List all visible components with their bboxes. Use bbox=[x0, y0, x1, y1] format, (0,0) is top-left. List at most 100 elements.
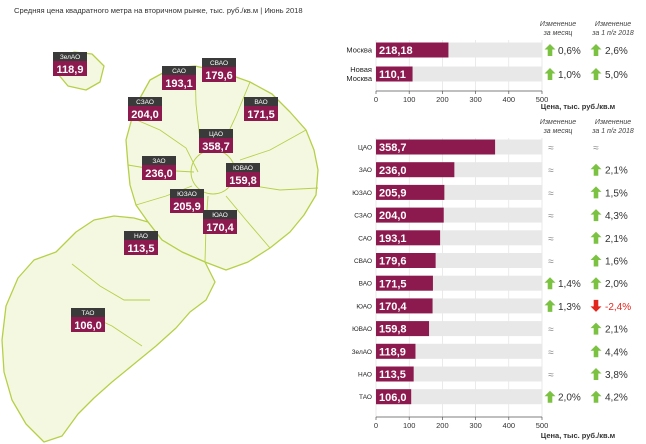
year-change-arrow-icon bbox=[590, 186, 602, 199]
x-tick-label: 0 bbox=[374, 95, 378, 104]
category-label: ЮВАО bbox=[352, 326, 372, 333]
district-name-box bbox=[199, 129, 233, 138]
district-value-box bbox=[124, 240, 158, 255]
col-year-line1: Изменение bbox=[595, 119, 631, 126]
x-tick-label: 100 bbox=[403, 421, 416, 430]
district-name: СВАО bbox=[210, 60, 228, 67]
district-label-yuvao: ЮВАО 159,8 bbox=[226, 163, 260, 187]
bar bbox=[376, 389, 412, 405]
district-value-box bbox=[142, 165, 176, 180]
district-label-svao: СВАО 179,6 bbox=[202, 58, 236, 82]
bar-value-label: 358,7 bbox=[379, 142, 407, 154]
district-value: 204,0 bbox=[131, 109, 159, 121]
col-month-line1: Изменение bbox=[540, 21, 576, 28]
district-value: 193,1 bbox=[165, 78, 193, 90]
district-label-zao: ЗАО 236,0 bbox=[142, 156, 176, 180]
year-change-flat: ≈ bbox=[593, 143, 599, 154]
x-axis: 0 100 200 300 400 500 bbox=[374, 416, 548, 430]
bar-row-svao: СВАО 179,6 ≈1,6% bbox=[354, 253, 628, 268]
chart-title: Средняя цена квадратного метра на вторич… bbox=[14, 6, 303, 15]
district-label-szao: СЗАО 204,0 bbox=[128, 97, 162, 121]
header-month: Изменение за месяц bbox=[540, 21, 576, 37]
year-change-arrow-icon bbox=[590, 299, 602, 312]
year-change-value: 1,5% bbox=[605, 188, 628, 199]
col-year-line1: Изменение bbox=[595, 21, 631, 28]
year-change-arrow-icon bbox=[590, 231, 602, 244]
district-label-nao: НАО 113,5 bbox=[124, 231, 158, 255]
year-change-arrow-icon bbox=[590, 390, 602, 403]
month-change-arrow-icon bbox=[544, 390, 556, 403]
district-value-box bbox=[128, 106, 162, 121]
month-change-flat: ≈ bbox=[548, 143, 554, 154]
category-label: СВАО bbox=[354, 258, 372, 265]
bar-value-label: 171,5 bbox=[379, 278, 407, 290]
district-name-box bbox=[170, 189, 204, 198]
category-label: ЮАО bbox=[356, 303, 372, 310]
bar bbox=[376, 42, 449, 58]
district-name: НАО bbox=[134, 233, 148, 240]
district-value-box bbox=[162, 75, 196, 90]
x-axis-label: Цена, тыс. руб./кв.м bbox=[541, 431, 616, 440]
bar bbox=[376, 366, 414, 382]
month-change-flat: ≈ bbox=[548, 188, 554, 199]
district-name: ЗАО bbox=[152, 158, 165, 165]
bar-value-label: 193,1 bbox=[379, 233, 407, 245]
district-value-box bbox=[244, 106, 278, 121]
bar-row-yuzao: ЮЗАО 205,9 ≈1,5% bbox=[352, 184, 628, 200]
month-change-value: 1,0% bbox=[558, 70, 581, 81]
month-change-arrow-icon bbox=[544, 44, 556, 56]
year-change-arrow-icon bbox=[590, 68, 602, 80]
district-name-box bbox=[128, 97, 162, 106]
district-value: 113,5 bbox=[128, 243, 155, 255]
bar-track bbox=[376, 366, 542, 382]
district-label-tsao: ЦАО 358,7 bbox=[199, 129, 233, 153]
col-month-line2: за месяц bbox=[543, 30, 573, 37]
bar-row-sao: САО 193,1 ≈2,1% bbox=[358, 230, 628, 246]
x-axis: 0 100 200 300 400 500 bbox=[374, 90, 548, 104]
district-value-box bbox=[53, 61, 87, 76]
x-tick-label: 400 bbox=[503, 421, 516, 430]
category-label: ЦАО bbox=[358, 145, 372, 152]
bar-row-nao: НАО 113,5 ≈3,8% bbox=[358, 366, 628, 382]
bar-value-label: 113,5 bbox=[379, 369, 406, 381]
bar-value-label: 218,18 bbox=[379, 45, 413, 57]
district-value: 170,4 bbox=[206, 222, 234, 234]
district-name: ТАО bbox=[81, 310, 94, 317]
bar-value-label: 118,9 bbox=[379, 346, 406, 358]
moscow-price-chart: Изменение за месяц Изменение за 1 п/г 20… bbox=[346, 21, 634, 111]
bar bbox=[376, 66, 413, 82]
bar-row-zao: ЗАО 236,0 ≈2,1% bbox=[359, 162, 628, 178]
month-change-flat: ≈ bbox=[548, 257, 554, 268]
year-change-arrow-icon bbox=[590, 209, 602, 222]
month-change-flat: ≈ bbox=[548, 234, 554, 245]
bar bbox=[376, 184, 445, 200]
x-tick-label: 100 bbox=[403, 95, 416, 104]
bar-row-yuao: ЮАО 170,4 1,3% -2,4% bbox=[356, 298, 631, 314]
header-year: Изменение за 1 п/г 2018 bbox=[591, 119, 634, 135]
bar-value-label: 110,1 bbox=[379, 69, 406, 81]
district-labels: ЗелАО 118,9 САО 193,1 СВАО 179,6 СЗАО 204,0 ВАО 1… bbox=[53, 52, 278, 332]
category-label: ТАО bbox=[359, 394, 372, 401]
bar-track bbox=[376, 343, 542, 359]
bar-value-label: 204,0 bbox=[379, 210, 407, 222]
month-change-flat: ≈ bbox=[548, 166, 554, 177]
district-name: ЮАО bbox=[212, 212, 228, 219]
bar bbox=[376, 298, 433, 314]
year-change-value: 4,3% bbox=[605, 211, 628, 222]
district-value: 159,8 bbox=[229, 175, 257, 187]
col-month-line1: Изменение bbox=[540, 119, 576, 126]
category-label: Москва bbox=[346, 46, 372, 55]
month-change-flat: ≈ bbox=[548, 370, 554, 381]
month-change-value: 1,3% bbox=[558, 302, 581, 313]
year-change-value: 3,8% bbox=[605, 370, 628, 381]
district-value: 171,5 bbox=[247, 109, 275, 121]
bar bbox=[376, 207, 444, 223]
district-value: 106,0 bbox=[74, 320, 102, 332]
year-change-value: 5,0% bbox=[605, 70, 628, 81]
category-label: ВАО bbox=[359, 281, 372, 288]
district-name-box bbox=[162, 66, 196, 75]
col-year-line2: за 1 п/г 2018 bbox=[591, 128, 634, 135]
district-value-box bbox=[71, 317, 105, 332]
